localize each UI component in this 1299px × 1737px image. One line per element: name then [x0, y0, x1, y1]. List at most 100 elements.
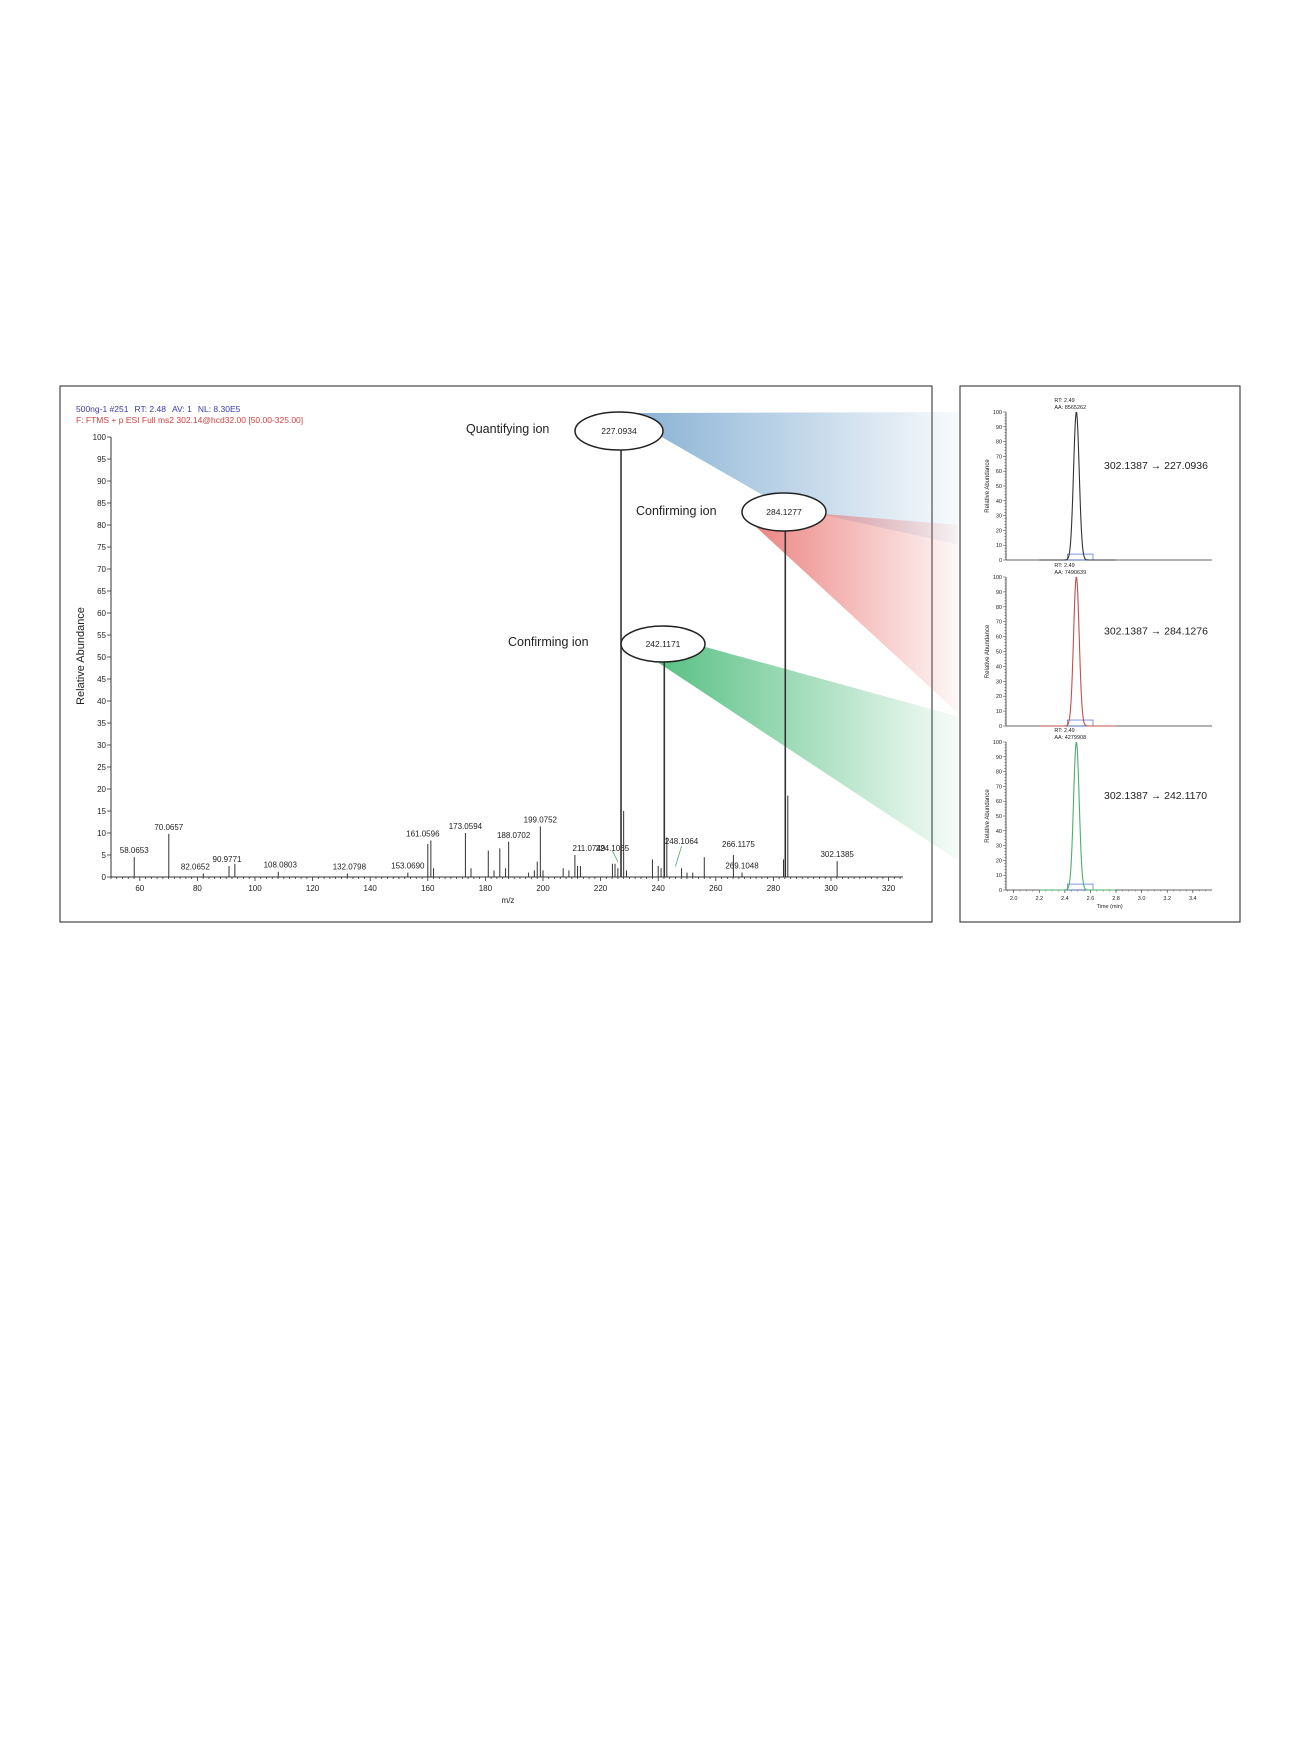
integration-area: [1067, 553, 1094, 561]
callout-confirming-284: Confirming ion 284.1277: [636, 492, 827, 532]
chromatogram-x-tick-label: 3.2: [1163, 896, 1171, 902]
y-tick-label: 60: [97, 609, 106, 618]
chromatogram-y-tick-label: 100: [993, 575, 1002, 581]
chromatogram-y-tick-label: 10: [996, 543, 1002, 549]
spectrum-peak-label: 269.1048: [725, 862, 759, 871]
chromatogram-y-tick-label: 60: [996, 799, 1002, 805]
mass-spectrum: 60 80 100 120 140 160 180 200 220 240 260 280 300 320…: [75, 433, 903, 905]
chromatogram-y-tick-label: 80: [996, 770, 1002, 776]
chromatogram-y-tick-label: 30: [996, 844, 1002, 850]
chromatogram-trace: [1039, 577, 1116, 727]
spectrum-peak-label: 211.0749: [573, 844, 606, 853]
chromatogram-y-tick-label: 100: [993, 410, 1002, 416]
y-tick-label: 40: [97, 697, 106, 706]
chromatogram-y-tick-label: 10: [996, 709, 1002, 715]
chromatogram-y-tick-label: 70: [996, 784, 1002, 790]
y-tick-label: 45: [97, 675, 106, 684]
x-tick-label: 60: [135, 884, 144, 893]
header-line1: 500ng-1 #251 RT: 2.48 AV: 1 NL: 8.30E5: [76, 404, 241, 414]
chromatogram-y-tick-label: 20: [996, 528, 1002, 534]
spectrum-bars: [133, 437, 838, 877]
y-tick-label: 75: [97, 543, 106, 552]
chromatogram-y-tick-label: 10: [996, 873, 1002, 879]
x-tick-label: 220: [594, 884, 608, 893]
spectrum-peak-label: 161.0596: [406, 829, 440, 838]
chromatogram-x-label: Time (min): [1097, 904, 1123, 910]
integration-area: [1067, 883, 1094, 891]
spectrum-peak-label: 108.0803: [264, 861, 298, 870]
x-tick-label: 280: [767, 884, 781, 893]
callout-confirming-242-ellipse: [620, 625, 706, 663]
chromatogram-y-tick-label: 80: [996, 440, 1002, 446]
chromatogram-y-label: Relative Abundance: [985, 459, 991, 513]
y-tick-label: 85: [97, 499, 106, 508]
spectrum-peak-label: 58.0653: [120, 846, 149, 855]
y-tick-label: 95: [97, 455, 106, 464]
blue-fan: [620, 412, 958, 545]
callout-confirming-242-mz: 242.1171: [646, 639, 681, 649]
y-tick-label: 25: [97, 763, 106, 772]
x-tick-label: 160: [421, 884, 435, 893]
spectrum-peak-label: 188.0702: [497, 831, 531, 840]
label-leader: [612, 850, 619, 862]
spectrum-peak-label: 132.0798: [333, 862, 367, 871]
chromatogram-y-tick-label: 70: [996, 620, 1002, 626]
y-tick-label: 100: [93, 433, 107, 442]
chromatogram-x-tick-label: 2.8: [1112, 896, 1120, 902]
chromatogram-rt: RT: 2.49: [1054, 563, 1074, 569]
y-tick-label: 30: [97, 741, 106, 750]
chromatogram-aa: AA: 4279908: [1054, 735, 1086, 741]
red-fan: [755, 512, 958, 714]
callout-quantifying-label: Quantifying ion: [466, 422, 549, 436]
callout-quantifying-mz: 227.0934: [601, 426, 637, 436]
chromatogram-x-tick-label: 2.6: [1087, 896, 1095, 902]
y-tick-label: 15: [97, 807, 106, 816]
chromatogram-y-tick-label: 50: [996, 484, 1002, 490]
x-tick-label: 120: [306, 884, 320, 893]
chromatogram-panel: [959, 385, 1241, 923]
chromatogram-transition: 302.1387 → 284.1276: [1104, 626, 1208, 638]
chromatogram-rt: RT: 2.49: [1054, 398, 1074, 404]
chromatogram-y-tick-label: 60: [996, 635, 1002, 641]
header-scan: 500ng-1 #251: [76, 404, 129, 414]
spectrum-x-label: m/z: [502, 896, 515, 905]
chromatogram-y-tick-label: 80: [996, 605, 1002, 611]
chromatogram-transition: 302.1387 → 242.1170: [1104, 790, 1207, 802]
callout-confirming-284-mz: 284.1277: [766, 507, 802, 517]
spectrum-peak-label: 248.1064: [665, 837, 699, 846]
chromatogram-y-tick-label: 0: [999, 558, 1002, 564]
y-tick-label: 5: [102, 851, 107, 860]
y-tick-label: 0: [102, 873, 107, 882]
y-tick-label: 70: [97, 565, 106, 574]
y-tick-label: 55: [97, 631, 106, 640]
chromatogram-trace: [1039, 412, 1116, 561]
chromatogram-y-tick-label: 40: [996, 664, 1002, 670]
x-tick-label: 180: [479, 884, 493, 893]
chromatogram-y-tick-label: 20: [996, 858, 1002, 864]
spectrum-peak-label: 224.1065: [596, 844, 630, 853]
spectrum-peak-label: 266.1175: [722, 840, 755, 849]
chromatogram-y-tick-label: 100: [993, 740, 1002, 746]
spectrum-y-label: Relative Abundance: [75, 607, 87, 705]
header-rt: RT: 2.48: [134, 404, 166, 414]
chromatogram-y-tick-label: 90: [996, 590, 1002, 596]
x-tick-label: 320: [882, 884, 896, 893]
chromatogram-y-label: Relative Abundance: [985, 624, 991, 678]
chromatogram-y-tick-label: 70: [996, 454, 1002, 460]
chromatogram-y-tick-label: 50: [996, 814, 1002, 820]
x-tick-label: 260: [709, 884, 723, 893]
chromatogram-y-tick-label: 0: [999, 888, 1002, 894]
chromatogram-x-tick-label: 3.0: [1138, 896, 1146, 902]
spectrum-peak-label: 199.0752: [524, 815, 558, 824]
x-tick-label: 140: [364, 884, 378, 893]
spectrum-peak-label: 82.0652: [181, 862, 210, 871]
y-tick-label: 90: [97, 477, 106, 486]
spectrum-peak-label: 153.0690: [391, 862, 425, 871]
callout-confirming-242: Confirming ion 242.1171: [508, 625, 706, 663]
